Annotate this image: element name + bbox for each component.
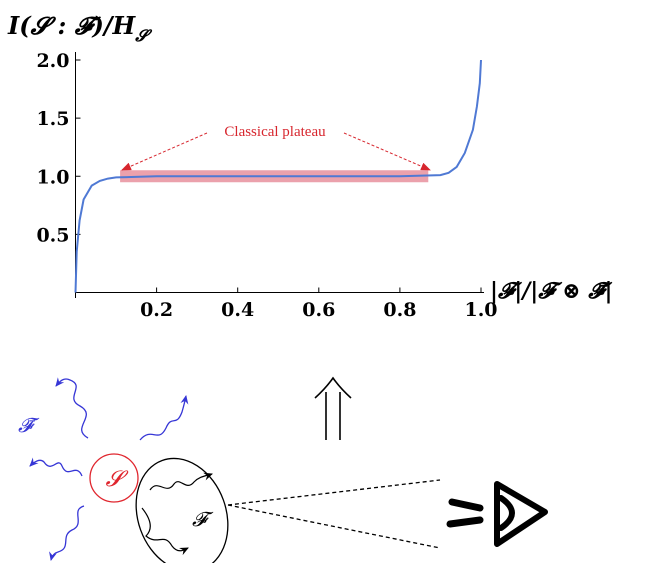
eye-lash-lower — [446, 516, 484, 528]
x-tick-label-1.0: 1.0 — [464, 299, 497, 321]
photon-fragment-upper — [149, 472, 213, 491]
tick-labels: 0.2 0.4 0.6 0.8 1.0 0.5 1.0 1.5 2.0 — [36, 50, 497, 321]
environment-label: 𝓕̄ — [18, 413, 40, 437]
observation-cone — [227, 479, 441, 549]
fragment-photons — [141, 472, 213, 556]
system-label: 𝓢 — [105, 467, 128, 492]
x-axis-label: |𝓕|/|𝓕 ⊗ 𝓕̄| — [490, 278, 613, 304]
x-tick-label-0.4: 0.4 — [221, 299, 254, 321]
environment-photons — [29, 377, 189, 561]
x-tick-label-0.2: 0.2 — [140, 299, 173, 321]
fragment-ellipse — [135, 457, 229, 563]
y-tick-label-0.5: 0.5 — [36, 224, 69, 246]
photon-upper-left — [55, 377, 89, 439]
x-tick-label-0.6: 0.6 — [302, 299, 335, 321]
plateau-arrow-right — [343, 132, 431, 171]
axis-ticks — [75, 59, 482, 293]
x-tick-label-0.8: 0.8 — [383, 299, 416, 321]
photon-lower-left — [49, 505, 85, 561]
y-tick-label-1.5: 1.5 — [36, 108, 69, 130]
photon-left — [29, 457, 83, 477]
eye-lash-upper — [448, 498, 484, 512]
y-tick-label-1.0: 1.0 — [36, 166, 69, 188]
implies-arrow — [314, 376, 352, 440]
photon-upper-right — [139, 395, 189, 441]
y-tick-label-2.0: 2.0 — [36, 50, 69, 72]
eye-outline — [494, 481, 548, 547]
plateau-arrow-left — [121, 132, 208, 171]
y-axis-label: I(𝓢 : 𝓕)/H𝓢 — [7, 11, 153, 45]
mutual-information-chart: I(𝓢 : 𝓕)/H𝓢 |𝓕|/|𝓕 ⊗ 𝓕̄| 0.2 0.4 0.6 0.8 1.0… — [7, 11, 613, 321]
fragment-label: 𝓕 — [192, 507, 214, 531]
plateau-annotation: Classical plateau — [224, 124, 326, 140]
photon-fragment-lower — [141, 507, 189, 556]
system-circle — [89, 453, 139, 503]
eye-icon — [446, 481, 548, 547]
system-environment-diagram: 𝓕̄ 𝓢 𝓕 — [18, 377, 548, 563]
series-line — [74, 59, 482, 293]
eye-iris — [498, 495, 515, 531]
